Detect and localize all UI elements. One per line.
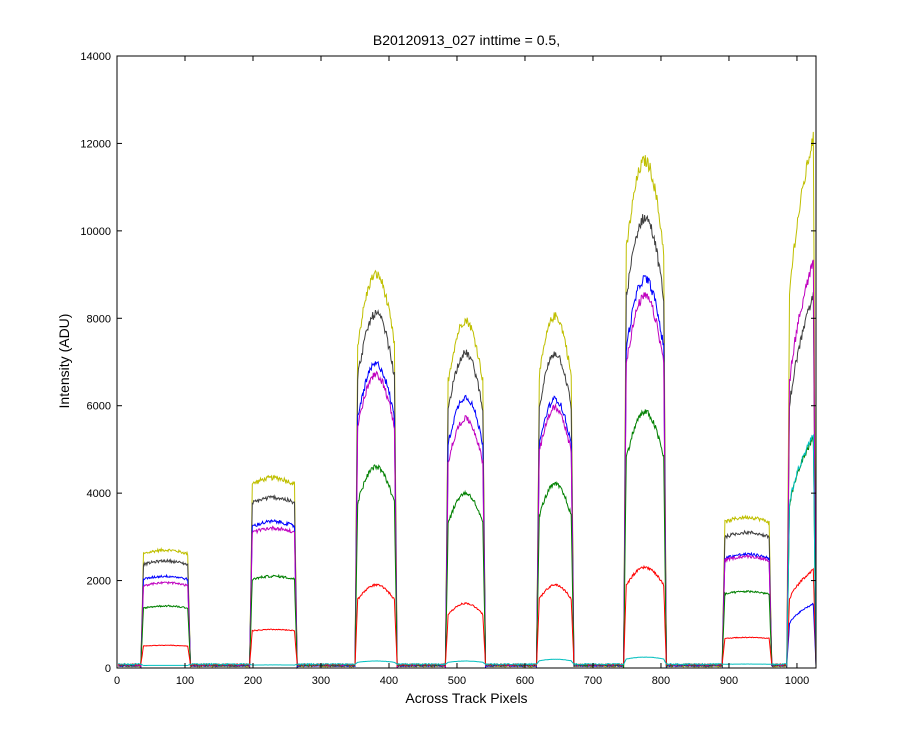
chart-title: B20120913_027 inttime = 0.5, xyxy=(372,32,561,48)
x-tick-label: 600 xyxy=(516,675,534,687)
axes-box xyxy=(116,55,817,669)
y-tick-label: 0 xyxy=(105,663,111,675)
x-tick-label: 400 xyxy=(380,675,398,687)
x-tick-label: 300 xyxy=(312,675,330,687)
series-line xyxy=(118,214,817,670)
x-tick-label: 200 xyxy=(244,675,262,687)
x-tick-label: 500 xyxy=(448,675,466,687)
y-tick-label: 12000 xyxy=(80,138,111,150)
x-tick-label: 0 xyxy=(114,675,120,687)
x-tick-label: 800 xyxy=(652,675,670,687)
y-tick-label: 14000 xyxy=(80,51,111,63)
y-tick-label: 8000 xyxy=(87,313,111,325)
series-layer xyxy=(117,131,817,670)
y-axis-label: Intensity (ADU) xyxy=(56,313,72,409)
y-tick-label: 2000 xyxy=(87,576,111,588)
y-tick-label: 6000 xyxy=(87,401,111,413)
x-tick-label: 700 xyxy=(584,675,602,687)
x-tick-label: 1000 xyxy=(785,675,809,687)
series-line xyxy=(117,564,817,668)
y-tick-label: 10000 xyxy=(80,226,111,238)
series-line xyxy=(118,275,817,669)
series-line xyxy=(118,433,817,667)
x-axis-label: Across Track Pixels xyxy=(405,690,528,706)
ticks-layer: 0 100 200 300 400 500 600 700 800 900 100002000400… xyxy=(80,51,816,687)
x-tick-label: 900 xyxy=(720,675,738,687)
x-tick-label: 100 xyxy=(176,675,194,687)
y-tick-label: 4000 xyxy=(87,488,111,500)
series-line xyxy=(118,409,817,668)
